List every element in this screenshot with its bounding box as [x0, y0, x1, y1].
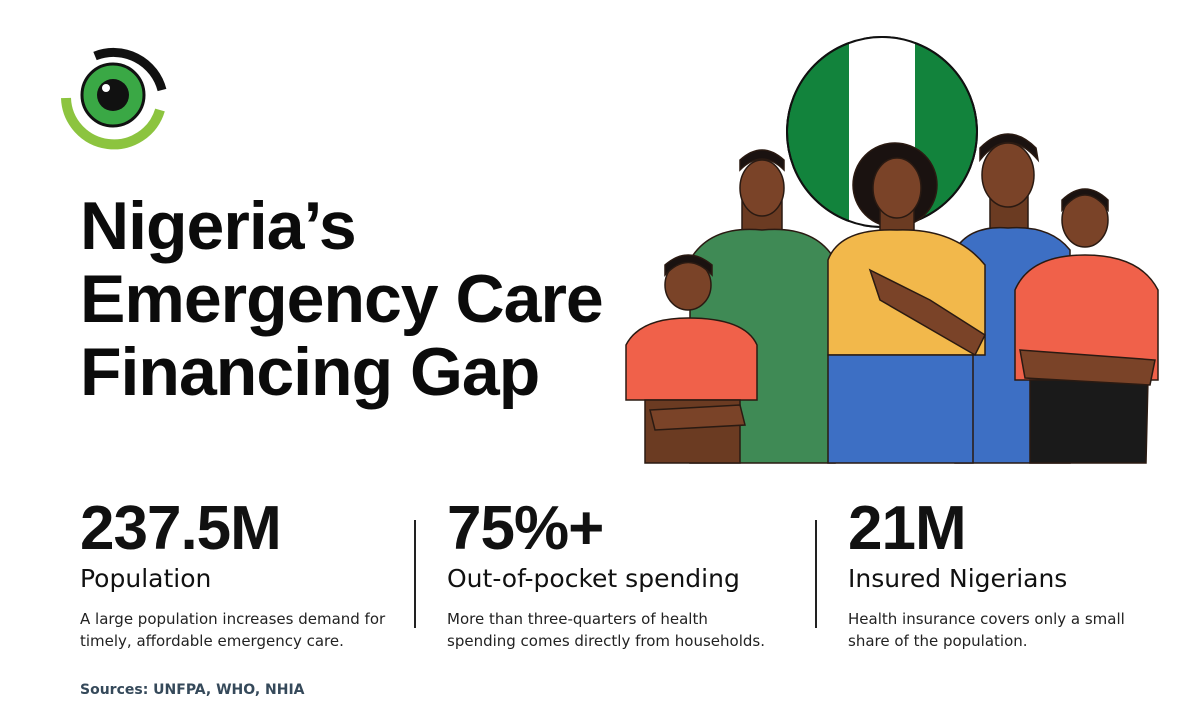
stat: 75%+ Out-of-pocket spending More than th… — [447, 498, 777, 652]
stat-description: A large population increases demand for … — [80, 610, 386, 650]
title-line: Emergency Care — [80, 261, 604, 337]
stat-description: More than three-quarters of health spend… — [447, 610, 765, 650]
title: Nigeria’s Emergency Care Financing Gap — [80, 188, 604, 410]
people — [625, 133, 1159, 464]
stat: 21M Insured Nigerians Health insurance c… — [848, 498, 1148, 652]
stat-label: Insured Nigerians — [848, 564, 1068, 593]
title-line: Financing Gap — [80, 334, 540, 410]
stat-label: Population — [80, 564, 212, 593]
stat-label: Out-of-pocket spending — [447, 564, 740, 593]
logo — [61, 47, 167, 150]
stat-value: 237.5M — [80, 494, 282, 563]
stat-value: 21M — [848, 494, 967, 563]
sources: Sources: UNFPA, WHO, NHIA — [80, 682, 305, 698]
stat-description: Health insurance covers only a small sha… — [848, 610, 1125, 650]
divider — [414, 520, 416, 628]
divider — [815, 520, 817, 628]
stat: 237.5M Population A large population inc… — [80, 498, 410, 652]
title-line: Nigeria’s — [80, 188, 357, 264]
stat-value: 75%+ — [447, 494, 604, 563]
